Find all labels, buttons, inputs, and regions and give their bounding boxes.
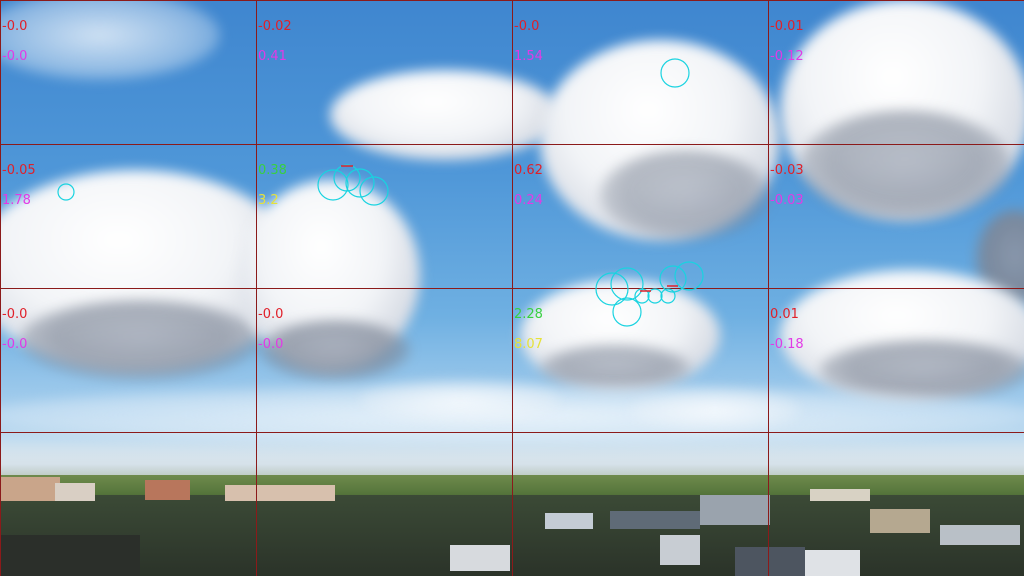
cloud: [360, 380, 560, 420]
cell-value-bottom: 0.24: [514, 193, 543, 208]
cell-value-bottom: 3.2: [258, 193, 279, 208]
detection-circle: [317, 169, 349, 201]
building: [810, 489, 870, 501]
cloud: [260, 320, 410, 380]
cell-value-top: -0.0: [2, 307, 28, 322]
cloud: [820, 340, 1024, 400]
building: [610, 511, 700, 529]
detection-circle: [674, 261, 704, 291]
cell-value-top: -0.03: [770, 163, 804, 178]
building: [940, 525, 1020, 545]
cloud: [630, 390, 800, 430]
building: [0, 535, 140, 576]
cell-value-bottom: -0.12: [770, 49, 804, 64]
cloud: [0, 0, 220, 80]
cloud: [600, 150, 770, 240]
detection-circle: [57, 183, 75, 201]
detection-circle: [647, 288, 663, 304]
detection-circle: [660, 288, 676, 304]
building: [145, 480, 190, 500]
cell-value-top: -0.02: [258, 19, 292, 34]
building: [545, 513, 593, 529]
cell-value-top: 0.01: [770, 307, 799, 322]
building: [0, 477, 60, 501]
detection-circle: [610, 267, 644, 301]
building: [735, 547, 805, 576]
cloud: [540, 345, 690, 390]
cell-value-bottom: -0.0: [2, 337, 28, 352]
detection-circle: [333, 164, 361, 192]
detection-circle: [659, 265, 687, 293]
building: [700, 495, 770, 525]
building: [660, 535, 700, 565]
detection-circle: [345, 168, 375, 198]
cell-value-bottom: -0.18: [770, 337, 804, 352]
cell-value-top: 0.62: [514, 163, 543, 178]
cell-value-bottom: 1.54: [514, 49, 543, 64]
cell-value-bottom: 8.07: [514, 337, 543, 352]
cell-value-top: 2.28: [514, 307, 543, 322]
cloud: [800, 110, 1010, 220]
cell-value-bottom: -0.03: [770, 193, 804, 208]
detection-circle: [612, 297, 642, 327]
detection-circle: [595, 272, 629, 306]
detection-circle: [359, 176, 389, 206]
building: [55, 483, 95, 501]
cell-value-bottom: 0.41: [258, 49, 287, 64]
cell-value-bottom: -0.0: [258, 337, 284, 352]
detection-circle: [634, 288, 650, 304]
cell-value-top: -0.0: [258, 307, 284, 322]
cell-value-top: -0.05: [2, 163, 36, 178]
cell-value-top: -0.0: [2, 19, 28, 34]
building: [805, 550, 860, 576]
building: [450, 545, 510, 571]
cell-value-top: 0.38: [258, 163, 287, 178]
building: [870, 509, 930, 533]
cell-value-bottom: 1.78: [2, 193, 31, 208]
cell-value-bottom: -0.0: [2, 49, 28, 64]
cloud: [20, 300, 260, 380]
cell-value-top: -0.01: [770, 19, 804, 34]
building: [225, 485, 335, 501]
detection-circle: [660, 58, 690, 88]
cell-value-top: -0.0: [514, 19, 540, 34]
